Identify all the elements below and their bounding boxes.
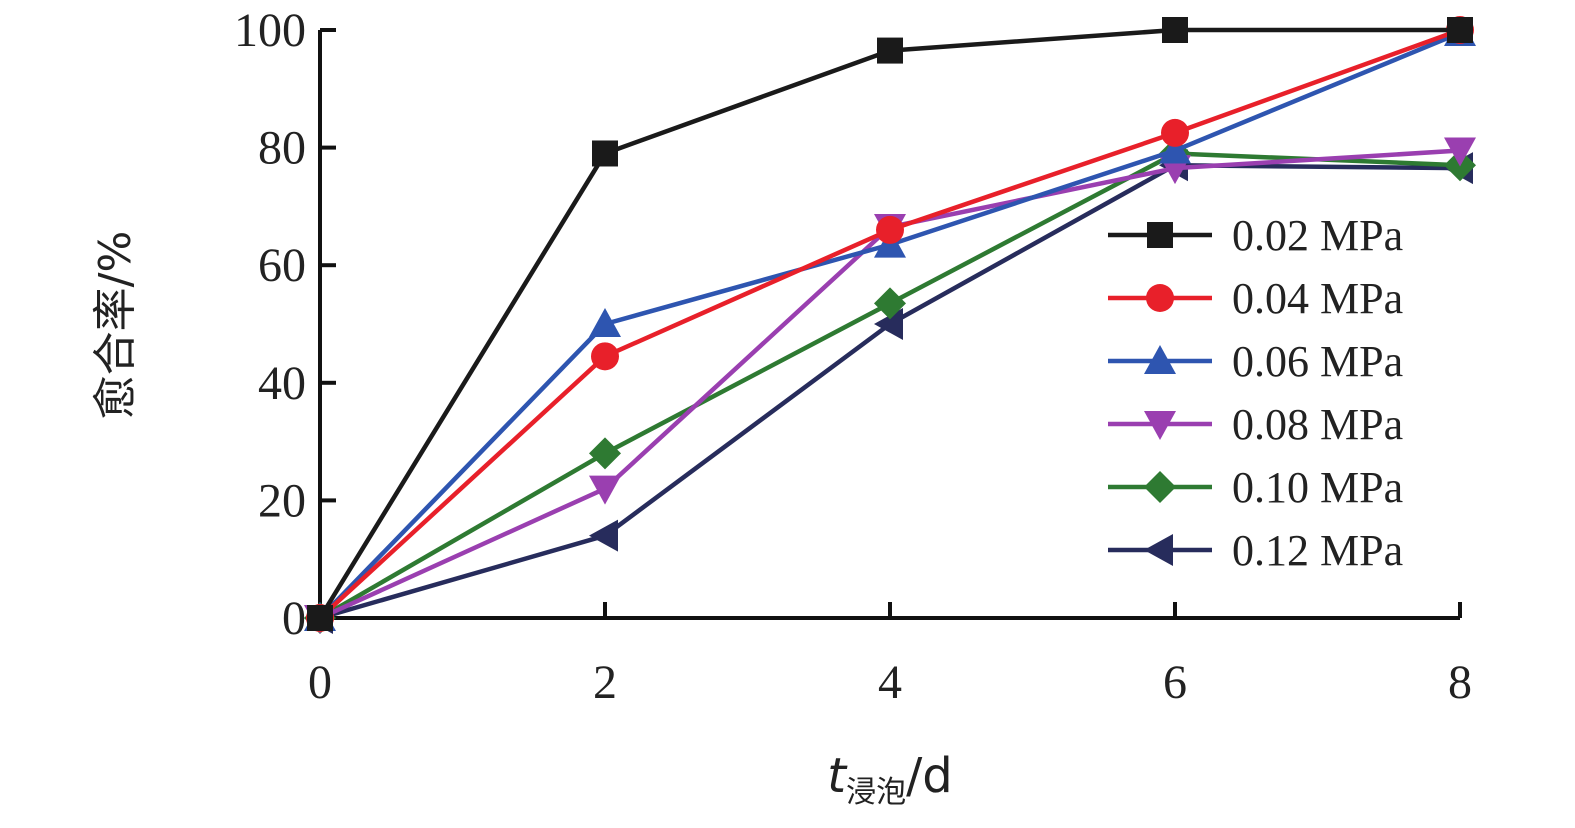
data-point [1162, 17, 1188, 43]
legend-marker [1146, 284, 1174, 312]
y-tick-label: 0 [282, 592, 306, 645]
data-point [307, 605, 333, 631]
y-tick-label: 40 [258, 357, 306, 410]
legend-item: 0.08 MPa [1108, 400, 1403, 449]
x-tick-label: 4 [878, 656, 902, 709]
axes-group: 0 20 40 60 80 100 0 2 4 6 8 [234, 4, 1472, 709]
y-tick-label: 100 [234, 4, 306, 57]
x-axis-title: t浸泡/d [827, 748, 952, 810]
data-point [877, 37, 903, 64]
y-tick-label: 80 [258, 122, 306, 175]
legend-marker [1144, 411, 1176, 440]
x-axis-title-sub: 浸泡 [846, 775, 906, 810]
legend: 0.02 MPa 0.04 MPa 0.06 MPa 0.08 MPa 0.10 MPa… [1108, 211, 1403, 575]
legend-item: 0.02 MPa [1108, 211, 1403, 260]
data-point [1447, 17, 1473, 43]
data-point [1159, 134, 1191, 164]
legend-label: 0.10 MPa [1232, 463, 1403, 512]
legend-marker [1144, 534, 1173, 566]
legend-label: 0.04 MPa [1232, 274, 1403, 323]
x-axis-title-unit: /d [906, 748, 953, 804]
legend-label: 0.02 MPa [1232, 211, 1403, 260]
data-point [589, 437, 621, 470]
legend-item: 0.06 MPa [1108, 337, 1403, 386]
y-tick-label: 60 [258, 239, 306, 292]
data-point [589, 475, 621, 505]
series-group [304, 16, 1476, 634]
data-point [876, 215, 904, 244]
data-point [592, 140, 618, 167]
legend-label: 0.06 MPa [1232, 337, 1403, 386]
y-axis-title: 愈合率/% [90, 231, 141, 420]
data-point [1161, 118, 1189, 147]
x-tick-label: 0 [308, 656, 332, 709]
series-0 [307, 17, 1473, 631]
x-tick-label: 2 [593, 656, 617, 709]
legend-item: 0.10 MPa [1108, 463, 1403, 512]
data-point [591, 342, 619, 371]
data-point [1444, 137, 1476, 167]
x-axis-title-var: t [827, 748, 848, 804]
x-tick-label: 6 [1163, 656, 1187, 709]
data-point [874, 287, 906, 320]
data-point [589, 519, 618, 552]
legend-label: 0.12 MPa [1232, 526, 1403, 575]
y-tick-label: 20 [258, 474, 306, 527]
legend-item: 0.04 MPa [1108, 274, 1403, 323]
x-tick-label: 8 [1448, 656, 1472, 709]
legend-marker [1147, 222, 1173, 248]
data-point [874, 308, 903, 340]
legend-marker [1144, 345, 1176, 374]
legend-item: 0.12 MPa [1108, 526, 1403, 575]
legend-label: 0.08 MPa [1232, 400, 1403, 449]
data-point [589, 308, 621, 337]
legend-marker [1144, 471, 1176, 503]
